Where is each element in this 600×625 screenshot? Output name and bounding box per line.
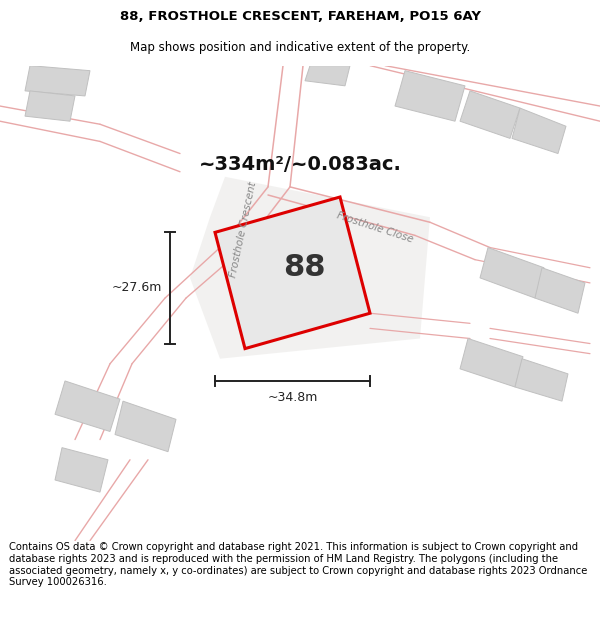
Polygon shape xyxy=(480,248,544,298)
Text: 88, FROSTHOLE CRESCENT, FAREHAM, PO15 6AY: 88, FROSTHOLE CRESCENT, FAREHAM, PO15 6A… xyxy=(119,10,481,23)
Polygon shape xyxy=(190,177,430,359)
Text: 88: 88 xyxy=(283,253,326,282)
Text: ~334m²/~0.083ac.: ~334m²/~0.083ac. xyxy=(199,155,401,174)
Polygon shape xyxy=(512,108,566,154)
Polygon shape xyxy=(395,71,465,121)
Text: ~27.6m: ~27.6m xyxy=(112,281,162,294)
Polygon shape xyxy=(55,448,108,492)
Polygon shape xyxy=(55,381,120,431)
Polygon shape xyxy=(460,91,520,138)
Polygon shape xyxy=(535,268,585,313)
Text: Frosthole Crescent: Frosthole Crescent xyxy=(228,181,258,278)
Polygon shape xyxy=(460,339,523,387)
Polygon shape xyxy=(25,91,75,121)
Text: Map shows position and indicative extent of the property.: Map shows position and indicative extent… xyxy=(130,41,470,54)
Polygon shape xyxy=(215,197,370,349)
Text: ~34.8m: ~34.8m xyxy=(268,391,317,404)
Text: Frosthole Close: Frosthole Close xyxy=(335,210,415,244)
Text: Contains OS data © Crown copyright and database right 2021. This information is : Contains OS data © Crown copyright and d… xyxy=(9,542,587,587)
Polygon shape xyxy=(115,401,176,452)
Polygon shape xyxy=(305,66,350,86)
Polygon shape xyxy=(515,359,568,401)
Polygon shape xyxy=(25,66,90,96)
